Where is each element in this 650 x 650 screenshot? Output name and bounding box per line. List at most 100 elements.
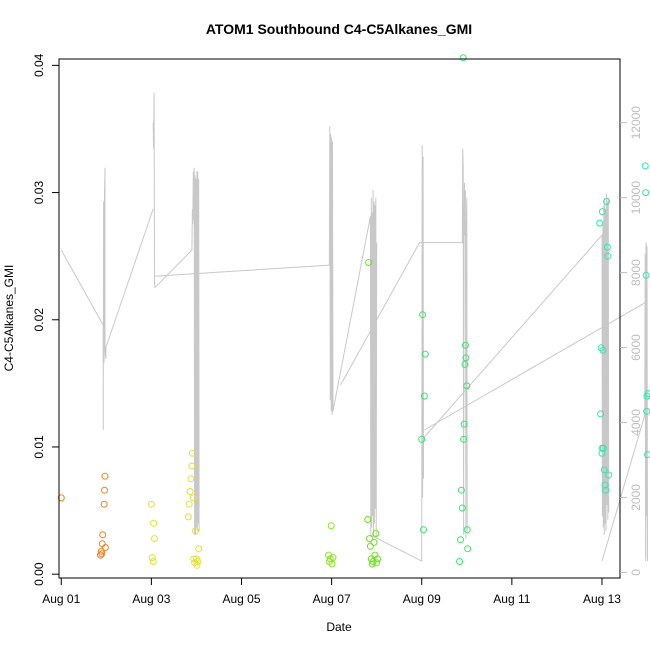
data-point-13 [149, 558, 157, 565]
line-series-layer [60, 92, 648, 562]
y-axis: 0.00 0.01 0.02 0.03 0.04 [32, 53, 59, 586]
data-point-60 [461, 360, 469, 368]
data-point-19 [187, 475, 195, 483]
data-point-5 [99, 531, 107, 539]
series-line-5 [332, 190, 378, 539]
data-point-61 [461, 341, 469, 349]
x-axis-label: Date [326, 620, 352, 634]
series-line-4 [154, 126, 334, 416]
data-point-11 [147, 500, 155, 508]
x-tick-label: Aug 07 [313, 592, 351, 606]
data-point-59 [460, 420, 468, 428]
data-point-82 [642, 189, 650, 197]
data-point-7 [101, 486, 108, 494]
y2-tick-label: 10000 [629, 181, 643, 215]
series-line-3 [193, 167, 200, 535]
series-line-6 [370, 145, 424, 562]
y-tick-label: 0.01 [32, 435, 46, 459]
y2-tick-label: 4000 [629, 409, 643, 436]
x-tick-label: Aug 05 [222, 592, 260, 606]
data-point-58 [460, 435, 468, 443]
data-point-56 [458, 504, 466, 512]
data-point-10 [98, 550, 106, 558]
data-point-73 [601, 481, 609, 489]
data-point-9 [101, 544, 109, 551]
x-axis: Aug 01 Aug 03 Aug 05 Aug 07 Aug 09 Aug 11 Aug … [42, 577, 621, 606]
y-tick-label: 0.00 [32, 562, 46, 586]
data-point-81 [641, 162, 649, 170]
data-point-18 [186, 488, 194, 495]
data-point-35 [329, 554, 337, 562]
data-point-45 [372, 530, 380, 537]
x-tick-label: Aug 01 [42, 592, 80, 606]
y-tick-label: 0.02 [32, 308, 46, 332]
data-point-2 [97, 551, 104, 559]
data-point-80 [599, 346, 607, 354]
data-point-37 [365, 259, 373, 266]
data-point-34 [328, 560, 336, 568]
data-point-25 [192, 527, 199, 535]
data-point-48 [418, 435, 426, 443]
data-point-52 [421, 350, 429, 358]
data-point-76 [603, 243, 611, 251]
data-point-66 [596, 219, 604, 227]
series-line-2 [152, 92, 195, 289]
x-tick-label: Aug 09 [403, 592, 441, 606]
data-point-28 [194, 558, 202, 565]
series-line-8 [422, 193, 610, 535]
series-line-1 [60, 167, 154, 431]
data-point-33 [327, 522, 335, 530]
data-point-17 [185, 500, 193, 508]
data-point-87 [644, 390, 650, 398]
data-point-47 [374, 555, 382, 563]
data-point-62 [462, 354, 470, 362]
data-point-3 [97, 547, 105, 555]
data-point-6 [100, 500, 108, 508]
data-point-67 [597, 410, 605, 418]
scatter-points-layer [57, 54, 650, 569]
data-point-72 [600, 466, 608, 474]
y2-axis-right: 0 2000 4000 6000 8000 10000 12000 [620, 106, 643, 576]
data-point-50 [420, 526, 427, 534]
data-point-20 [188, 462, 196, 470]
x-tick-label: Aug 13 [583, 592, 621, 606]
data-point-12 [148, 554, 156, 562]
series-line-10 [601, 242, 648, 562]
data-point-79 [598, 444, 606, 452]
data-point-46 [373, 559, 381, 567]
y-tick-label: 0.04 [32, 53, 46, 77]
data-point-51 [420, 392, 428, 400]
data-point-57 [459, 54, 467, 62]
data-point-74 [602, 486, 610, 494]
data-point-29 [195, 545, 203, 553]
data-point-43 [370, 538, 378, 546]
y2-tick-label: 6000 [629, 334, 643, 361]
data-point-22 [189, 494, 197, 502]
data-point-38 [366, 535, 373, 543]
data-point-27 [193, 561, 201, 569]
data-point-21 [188, 449, 196, 457]
data-point-64 [463, 526, 471, 534]
chart-title: ATOM1 Southbound C4-C5Alkanes_GMI [206, 21, 472, 37]
data-point-15 [151, 535, 158, 543]
data-point-83 [642, 271, 650, 279]
data-point-63 [463, 382, 471, 390]
data-point-8 [101, 472, 109, 480]
y2-tick-label: 8000 [629, 259, 643, 286]
y-tick-label: 0.03 [32, 181, 46, 205]
data-point-86 [644, 451, 650, 459]
data-point-14 [150, 519, 158, 527]
data-point-75 [603, 198, 610, 205]
data-point-49 [419, 311, 427, 319]
data-point-69 [598, 449, 606, 457]
data-point-39 [366, 542, 374, 550]
data-point-16 [184, 513, 192, 521]
data-point-77 [604, 252, 612, 260]
x-tick-label: Aug 11 [493, 592, 530, 606]
y2-tick-label: 2000 [629, 484, 643, 511]
data-point-36 [364, 516, 372, 523]
data-point-55 [457, 486, 465, 494]
y-axis-label: C4-C5Alkanes_GMI [2, 265, 16, 372]
